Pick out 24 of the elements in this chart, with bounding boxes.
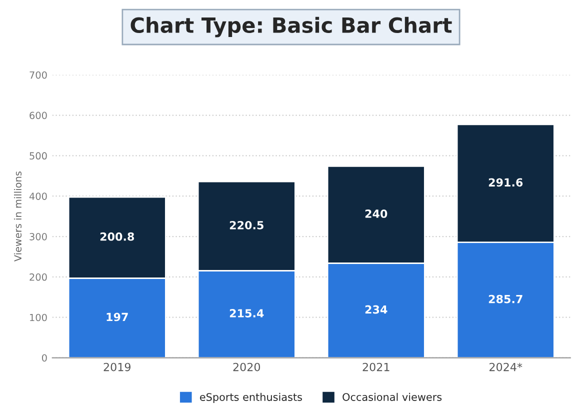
y-tick-label: 300 [30, 233, 47, 240]
x-tick-label: 2020 [233, 362, 260, 372]
data-label: 197 [106, 312, 128, 322]
data-label: 285.7 [488, 294, 522, 304]
y-tick-label: 600 [30, 112, 47, 120]
chart-title: Chart Type: Basic Bar Chart [130, 16, 452, 38]
y-tick-label: 100 [30, 314, 47, 322]
x-tick-label: 2024* [490, 362, 522, 372]
y-tick-label: 0 [42, 354, 47, 362]
data-label: 240 [365, 210, 388, 218]
legend-label: eSports enthusiasts [200, 392, 302, 403]
data-label: 200.8 [100, 232, 134, 241]
y-tick-label: 400 [29, 192, 47, 200]
x-tick-label: 2019 [104, 362, 130, 372]
y-tick-label: 200 [30, 273, 47, 281]
y-tick-label: 700 [30, 71, 47, 79]
data-label: 291.6 [488, 178, 523, 187]
data-label: 220.5 [230, 220, 264, 230]
data-label: 215.4 [230, 309, 264, 318]
y-axis-title: Viewers in millions [14, 171, 22, 262]
legend-label: Occasional viewers [342, 392, 442, 401]
y-tick-label: 500 [30, 152, 47, 160]
x-tick-label: 2021 [362, 362, 390, 372]
data-label: 234 [365, 305, 388, 314]
